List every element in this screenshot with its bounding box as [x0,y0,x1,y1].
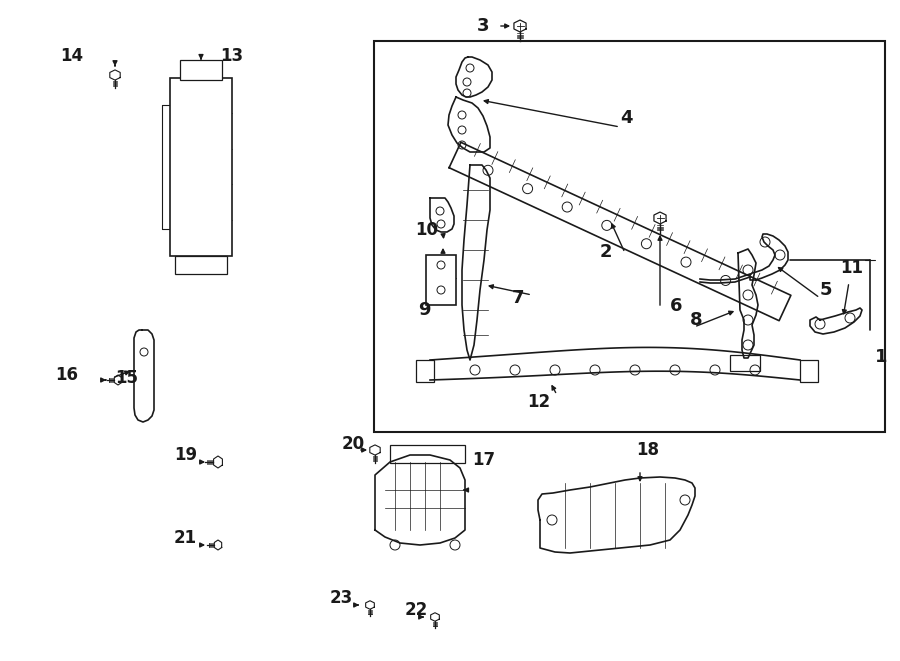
Polygon shape [430,348,800,380]
Text: 1: 1 [875,348,887,366]
Polygon shape [654,212,666,224]
Text: 21: 21 [174,529,197,547]
Text: 22: 22 [405,601,428,619]
Polygon shape [430,198,454,232]
Text: 17: 17 [472,451,495,469]
Text: 14: 14 [60,47,83,65]
Bar [180,60,222,80]
Bar [175,256,227,274]
Polygon shape [538,477,695,553]
Bar [800,360,818,382]
Text: 18: 18 [636,441,659,459]
Polygon shape [114,375,122,385]
Polygon shape [456,57,492,97]
Polygon shape [213,456,222,468]
Polygon shape [449,142,791,321]
Text: 3: 3 [477,17,490,35]
Text: 16: 16 [55,366,78,384]
Text: 10: 10 [415,221,438,239]
Polygon shape [375,455,465,545]
Polygon shape [214,540,221,550]
Text: 8: 8 [690,311,703,329]
Bar [730,355,760,371]
Polygon shape [514,20,526,32]
Text: 7: 7 [512,289,525,307]
Text: 13: 13 [220,47,243,65]
Bar [426,255,456,305]
Text: 11: 11 [840,259,863,277]
Polygon shape [462,165,490,360]
Text: 4: 4 [620,109,633,127]
Text: 19: 19 [174,446,197,464]
Polygon shape [365,601,374,609]
Polygon shape [738,249,758,358]
Polygon shape [370,445,380,455]
Polygon shape [750,234,788,280]
Text: 5: 5 [820,281,832,299]
Bar [374,41,885,432]
Polygon shape [134,330,154,422]
Text: 23: 23 [330,589,353,607]
Text: 2: 2 [600,243,613,261]
Bar [170,78,232,256]
Polygon shape [110,70,121,80]
Text: 15: 15 [115,369,138,387]
Bar [390,445,465,463]
Polygon shape [431,613,439,621]
Polygon shape [448,97,490,152]
Text: 12: 12 [527,393,550,411]
Text: 9: 9 [418,301,430,319]
Text: 20: 20 [342,435,365,453]
Polygon shape [810,308,862,334]
Bar [416,360,434,382]
Text: 6: 6 [670,297,682,315]
